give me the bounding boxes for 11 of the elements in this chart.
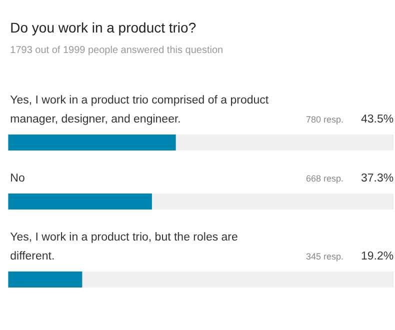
y-tick-label: No <box>10 172 25 184</box>
annotation: 780 resp. <box>306 114 344 124</box>
y-tick-label: Yes, I work in a product trio comprised of a product manager, designer, and engineer. <box>10 94 270 126</box>
annotation: 345 resp. <box>306 252 344 262</box>
data-label: 19.2% <box>360 250 394 262</box>
chart-title: Do you work in a product trio? <box>10 20 196 36</box>
annotation: 668 resp. <box>306 174 344 184</box>
data-label: 43.5% <box>360 114 394 126</box>
chart-subtitle: 1793 out of 1999 people answered this question <box>10 45 224 56</box>
data-label: 37.3% <box>360 172 394 184</box>
y-tick-label: Yes, I work in a product trio, but the roles are different. <box>10 232 238 262</box>
